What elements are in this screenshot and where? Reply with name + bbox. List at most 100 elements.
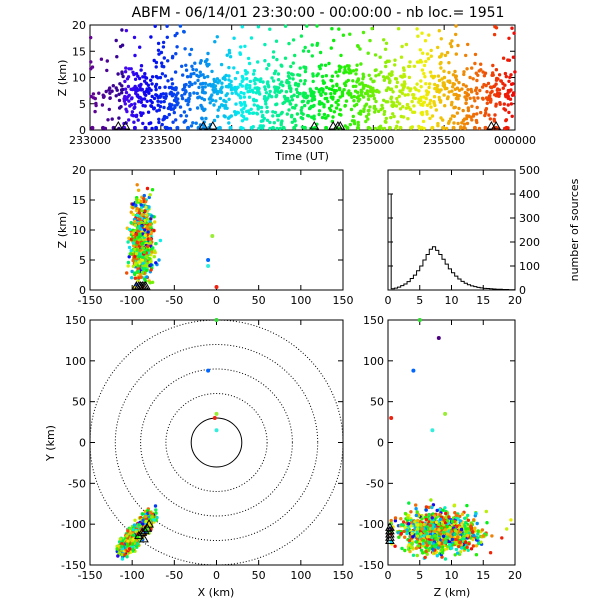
station-triangle bbox=[491, 120, 501, 130]
ground-source-point bbox=[409, 125, 414, 130]
source-point bbox=[464, 527, 468, 531]
source-point bbox=[425, 543, 429, 548]
source-point bbox=[395, 124, 399, 128]
source-point bbox=[248, 86, 252, 90]
source-point bbox=[148, 511, 152, 515]
y-tick-label: -100 bbox=[61, 518, 86, 531]
station-triangle bbox=[207, 120, 218, 130]
source-point bbox=[507, 79, 511, 84]
source-point bbox=[110, 117, 114, 121]
source-point bbox=[466, 108, 471, 113]
source-point bbox=[337, 87, 342, 92]
source-point bbox=[417, 100, 421, 104]
source-point bbox=[463, 95, 467, 99]
source-point bbox=[431, 547, 435, 551]
source-point bbox=[145, 88, 150, 92]
hist-x-tick-label: 5 bbox=[416, 294, 423, 307]
source-point bbox=[469, 524, 473, 529]
source-point bbox=[150, 188, 155, 192]
source-point bbox=[150, 126, 154, 131]
source-point bbox=[144, 268, 149, 273]
source-point bbox=[429, 105, 433, 109]
source-point bbox=[445, 126, 449, 131]
source-point bbox=[163, 74, 168, 78]
source-point bbox=[433, 545, 438, 549]
source-point bbox=[162, 99, 166, 104]
source-point bbox=[338, 108, 342, 112]
source-point bbox=[145, 225, 150, 229]
source-point bbox=[481, 97, 485, 101]
source-point bbox=[418, 48, 422, 52]
source-point bbox=[247, 61, 252, 66]
source-point bbox=[427, 33, 431, 37]
source-point bbox=[173, 70, 178, 74]
source-point bbox=[131, 244, 136, 248]
ground-source-point bbox=[175, 125, 180, 130]
source-point bbox=[243, 117, 247, 121]
source-point bbox=[511, 55, 516, 59]
source-point bbox=[437, 78, 442, 83]
source-point bbox=[111, 84, 116, 88]
source-point bbox=[255, 104, 260, 108]
source-point bbox=[301, 49, 306, 53]
source-point bbox=[139, 275, 143, 279]
source-point bbox=[144, 205, 148, 209]
source-point bbox=[125, 555, 129, 559]
source-point bbox=[319, 63, 324, 67]
source-point bbox=[435, 84, 440, 88]
source-point bbox=[213, 84, 218, 88]
zy-panel-z-label: Z (km) bbox=[434, 586, 471, 599]
source-point bbox=[172, 98, 177, 103]
source-point bbox=[488, 94, 492, 98]
source-point bbox=[241, 77, 245, 82]
source-point bbox=[181, 73, 185, 77]
source-point bbox=[188, 80, 192, 85]
source-point bbox=[337, 68, 342, 72]
source-point bbox=[271, 55, 276, 59]
source-point bbox=[143, 514, 148, 519]
source-point bbox=[320, 115, 325, 120]
source-point bbox=[293, 83, 298, 87]
source-point bbox=[219, 62, 224, 67]
source-point bbox=[435, 537, 439, 541]
source-point bbox=[474, 71, 478, 75]
source-point bbox=[456, 551, 460, 555]
source-point bbox=[414, 507, 418, 511]
source-point bbox=[180, 64, 184, 69]
source-point bbox=[123, 70, 128, 74]
time-tick-label: 235000 bbox=[352, 134, 394, 147]
source-point bbox=[117, 551, 122, 555]
source-point bbox=[428, 70, 433, 74]
source-point bbox=[310, 43, 314, 47]
source-point bbox=[431, 76, 435, 80]
source-point bbox=[404, 106, 408, 110]
source-point bbox=[287, 99, 292, 103]
source-point bbox=[101, 93, 105, 97]
source-point bbox=[401, 88, 405, 92]
source-point bbox=[338, 95, 342, 99]
source-point bbox=[465, 114, 469, 118]
source-point bbox=[270, 95, 274, 99]
source-point bbox=[318, 50, 323, 55]
source-point bbox=[130, 269, 134, 274]
source-point bbox=[455, 524, 459, 529]
source-point bbox=[403, 535, 407, 539]
source-point bbox=[275, 102, 279, 106]
source-point bbox=[123, 102, 128, 106]
source-point bbox=[509, 102, 514, 106]
source-point bbox=[340, 92, 345, 97]
source-point bbox=[361, 83, 365, 87]
source-point bbox=[140, 512, 145, 516]
source-point bbox=[130, 113, 134, 117]
source-point bbox=[405, 102, 410, 107]
source-point bbox=[204, 116, 208, 121]
source-point bbox=[254, 77, 259, 82]
source-point bbox=[472, 518, 476, 522]
source-point bbox=[141, 518, 145, 522]
source-point bbox=[123, 79, 127, 84]
source-point bbox=[316, 72, 320, 76]
source-point bbox=[406, 93, 410, 97]
source-point bbox=[132, 35, 137, 40]
source-point bbox=[107, 107, 112, 112]
source-point bbox=[322, 112, 327, 117]
